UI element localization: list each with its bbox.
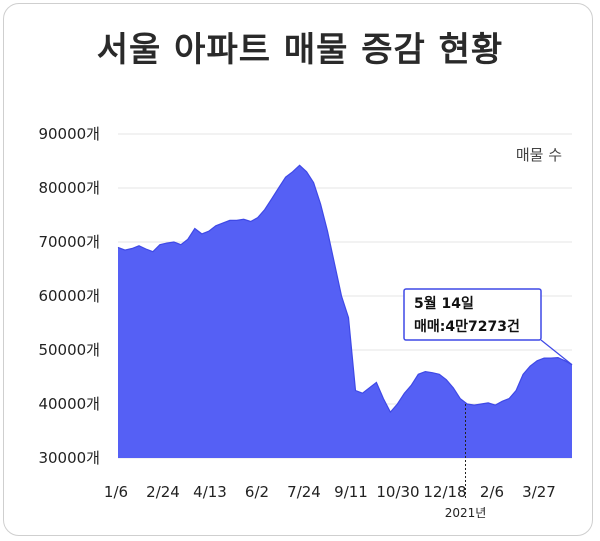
- x-tick-label: 9/11: [334, 483, 368, 501]
- y-tick-label: 70000개: [38, 233, 100, 251]
- x-tick-label: 6/2: [245, 483, 269, 501]
- annotation-value: 매매:4만7273건: [414, 318, 520, 335]
- year-marker-label: 2021년: [445, 506, 487, 520]
- chart-title: 서울 아파트 매물 증감 현황: [96, 30, 504, 70]
- series-line: [117, 164, 573, 414]
- y-tick-label: 40000개: [38, 395, 100, 413]
- x-tick-label: 4/13: [193, 483, 227, 501]
- y-tick-label: 30000개: [38, 449, 100, 467]
- y-axis: 90000개 80000개 70000개 60000개 50000개 40000개 3000…: [38, 125, 100, 467]
- y-tick-label: 50000개: [38, 341, 100, 359]
- x-tick-label: 10/30: [376, 483, 419, 501]
- x-axis: 1/6 2/24 4/13 6/2 7/24 9/11 10/30 12/18 2/6 3/27: [104, 483, 556, 501]
- y-tick-label: 60000개: [38, 287, 100, 305]
- y-tick-label: 90000개: [38, 125, 100, 143]
- x-tick-label: 2/6: [480, 483, 504, 501]
- series-area: [118, 165, 572, 459]
- x-tick-label: 12/18: [423, 483, 466, 501]
- annotation-date: 5월 14일: [414, 295, 474, 312]
- x-tick-label: 3/27: [522, 483, 556, 501]
- x-tick-label: 2/24: [146, 483, 180, 501]
- legend-entry: 매물 수: [516, 146, 562, 164]
- annotation-box: [403, 288, 542, 341]
- x-tick-label: 7/24: [287, 483, 321, 501]
- annotation-pointer: [540, 339, 573, 366]
- x-tick-label: 1/6: [104, 483, 128, 501]
- y-tick-label: 80000개: [38, 179, 100, 197]
